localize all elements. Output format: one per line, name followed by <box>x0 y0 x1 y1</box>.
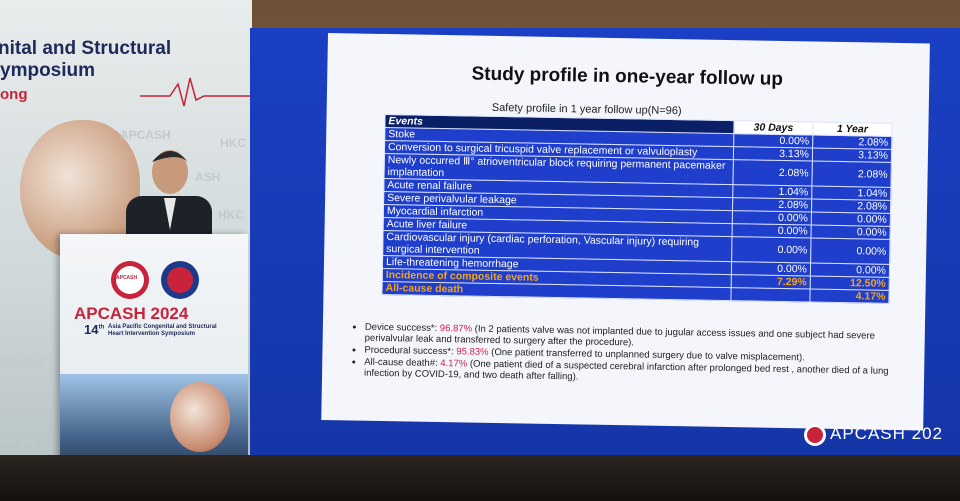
banner-title: ong <box>0 86 28 103</box>
watermark: KCASH <box>0 355 43 369</box>
podium-subtitle: Asia Pacific Congenital and Structural H… <box>108 324 217 337</box>
edition: 14th <box>84 322 104 337</box>
edition-suffix: th <box>98 324 105 331</box>
watermark: ASH <box>195 170 221 184</box>
value-cell: 0.00% <box>810 237 890 265</box>
logos <box>111 261 199 299</box>
podium: APCASH APCASH 2024 14th Asia Pacific Con… <box>60 234 248 490</box>
value-cell: 2.08% <box>732 159 813 186</box>
value-cell: 2.08% <box>811 198 891 214</box>
brand: APCASH 2024 <box>74 304 189 323</box>
pulse-line <box>140 77 250 107</box>
banner-title: nital and Structural <box>0 38 172 59</box>
watermark: HKC <box>220 136 246 150</box>
value-cell: 7.29% <box>731 274 811 289</box>
podium-heart <box>170 382 230 452</box>
value-cell: 2.08% <box>811 160 892 188</box>
watermark: APCASH <box>120 128 171 142</box>
brand-logo <box>804 424 826 446</box>
value-cell <box>730 287 811 302</box>
watermark: HKC <box>218 208 244 222</box>
bullet-value: 4.17% <box>440 358 468 370</box>
safety-table: Events 30 Days 1 Year Stoke 0.00% 2.08% Conver… <box>381 114 893 304</box>
screen-brand: APCASH 202 <box>830 424 943 443</box>
bullet-label: Procedural success*: <box>364 344 457 358</box>
watermark: AP <box>40 395 57 409</box>
edition-number: 14 <box>84 322 99 337</box>
value-cell: 0.00% <box>731 236 811 263</box>
watermark: CASH <box>0 434 35 448</box>
bullet-list: Device success*: 96.87% (In 2 patients v… <box>350 321 925 389</box>
bullet-value: 96.87% <box>439 322 473 335</box>
floor <box>0 455 960 501</box>
slide-title: Study profile in one-year follow up <box>471 63 784 90</box>
banner-title: ymposium <box>0 60 96 81</box>
logo-text: APCASH <box>116 275 138 281</box>
bullet-value: 95.83% <box>456 346 489 358</box>
value-cell: 4.17% <box>809 288 890 304</box>
slide: Study profile in one-year follow up Safe… <box>321 33 930 431</box>
